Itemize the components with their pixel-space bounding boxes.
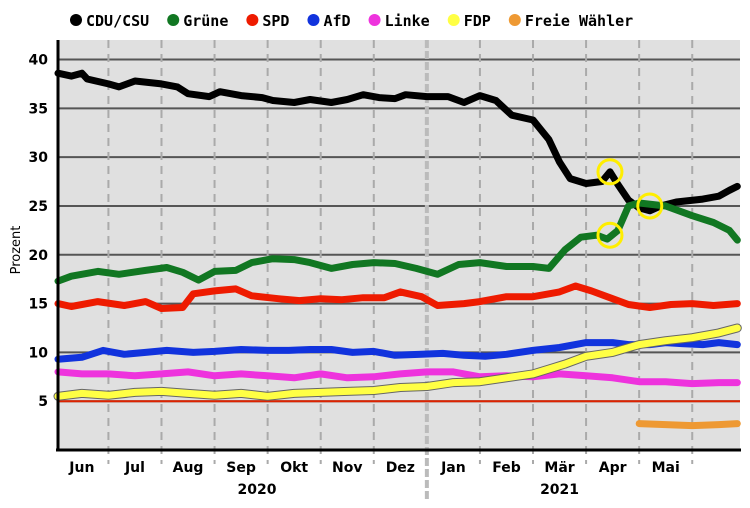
legend: CDU/CSU Grüne SPD AfD Linke FDP Freie Wähler (70, 12, 633, 30)
x-tick-year: 2020 (238, 482, 277, 498)
series-line-fdp (54, 324, 741, 400)
x-tick-month: Feb (492, 460, 521, 476)
y-tick-label: 35 (29, 101, 48, 117)
y-axis-label: Prozent (9, 226, 24, 275)
y-tick-label: 25 (29, 199, 48, 215)
legend-marker-linke (368, 14, 381, 26)
legend-label: Freie Wähler (525, 12, 633, 30)
highlight-group (596, 158, 664, 249)
x-tick-month: Apr (599, 460, 627, 476)
series-line-linke (54, 368, 741, 388)
legend-marker-gr-ne (167, 14, 180, 26)
legend-label: Grüne (183, 12, 228, 30)
y-tick-label: 5 (38, 394, 48, 410)
series-line-freie-w-hler (635, 420, 741, 430)
x-tick-month: Dez (386, 460, 415, 476)
x-tick-year: 2021 (540, 482, 579, 498)
x-tick-month: Mär (544, 460, 574, 476)
legend-label: CDU/CSU (86, 12, 149, 30)
highlight-circle (636, 192, 664, 220)
series-group (53, 69, 742, 430)
y-tick-label: 30 (29, 150, 49, 166)
x-tick-month: Jun (68, 460, 94, 476)
y-tick-label: 40 (29, 53, 49, 69)
highlight-circle (596, 158, 624, 186)
x-tick-month: Jul (124, 460, 145, 476)
x-tick-month: Sep (226, 460, 256, 476)
legend-label: Linke (385, 12, 430, 30)
x-tick-month: Mai (652, 460, 680, 476)
legend-marker-cdu-csu (70, 14, 82, 26)
x-tick-month: Aug (173, 460, 204, 476)
legend-marker-afd (307, 14, 320, 26)
x-tick-month: Jan (440, 460, 466, 476)
legend-marker-spd (246, 14, 259, 26)
legend-label: AfD (323, 12, 350, 30)
legend-marker-fdp (447, 14, 460, 26)
x-tick-month: Okt (280, 460, 308, 476)
legend-marker-freie-w-hler (508, 14, 521, 26)
highlight-circle (596, 221, 624, 249)
series-line-gr-ne (54, 199, 741, 285)
y-tick-label: 20 (29, 248, 49, 264)
series-line-spd (54, 282, 741, 312)
x-tick-month: Nov (332, 460, 362, 476)
axis-labels: 5 10 15 20 25 30 35 40 Jun Jul Aug Sep Okt Nov Dez Jan F… (29, 53, 680, 498)
y-tick-label: 15 (29, 297, 48, 313)
legend-label: SPD (262, 12, 289, 30)
legend-label: FDP (464, 12, 491, 30)
y-tick-label: 10 (29, 345, 49, 361)
